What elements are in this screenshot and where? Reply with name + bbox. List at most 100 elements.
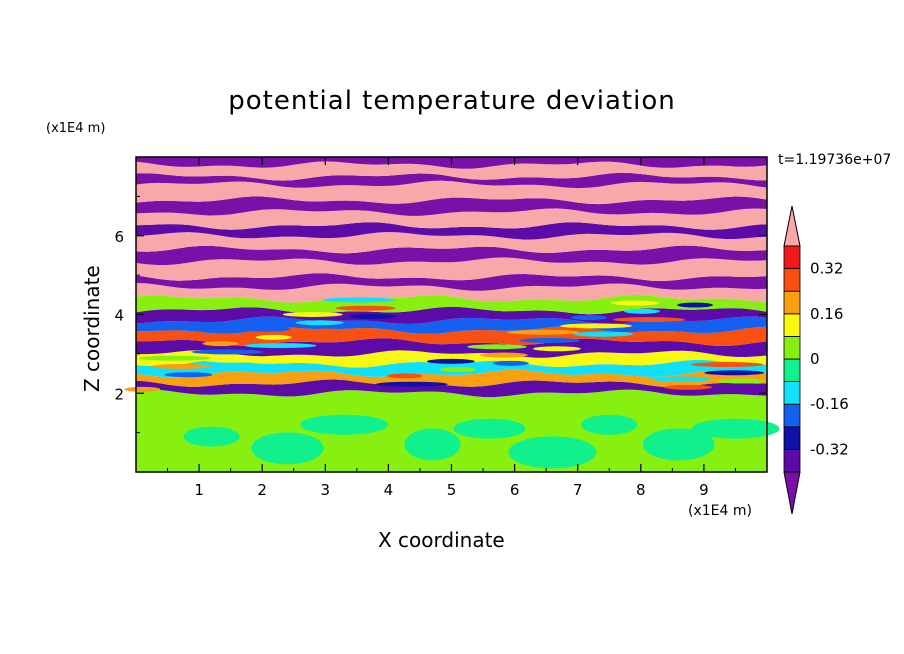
- colorbar-segment: [783, 403, 801, 428]
- contour-streak: [282, 312, 343, 317]
- contour-streak: [506, 329, 579, 335]
- contour-streak: [388, 299, 449, 305]
- contour-streak: [532, 346, 581, 352]
- contour-streak: [572, 331, 633, 337]
- colorbar-bottom-arrow: [783, 471, 801, 515]
- colorbar-segment: [783, 448, 801, 473]
- contour-streak: [295, 320, 344, 326]
- contour-band: [136, 379, 767, 398]
- contour-streak: [244, 343, 317, 349]
- contour-streak: [717, 378, 766, 384]
- contour-band: [136, 172, 767, 189]
- contour-patch: [453, 418, 526, 439]
- contour-patch: [300, 414, 389, 435]
- contour-streak: [691, 362, 764, 368]
- contour-band: [136, 273, 767, 291]
- contour-band: [136, 316, 767, 334]
- contour-streak: [202, 341, 239, 347]
- contour-band: [136, 208, 767, 230]
- contour-streak: [124, 386, 161, 392]
- contour-streak: [677, 302, 714, 308]
- y-tick-label: 4: [114, 307, 124, 325]
- colorbar-label: -0.32: [810, 440, 849, 458]
- contour-streak: [335, 305, 396, 311]
- contour-streak: [322, 297, 395, 303]
- x-tick-label: 2: [257, 481, 267, 499]
- contour-streak: [571, 315, 608, 321]
- contour-streak: [138, 355, 211, 361]
- x-tick-label: 9: [699, 481, 709, 499]
- colorbar-segment: [783, 358, 801, 383]
- colorbar-label: 0.32: [810, 260, 843, 278]
- contour-streak: [519, 337, 580, 343]
- contour-streak: [428, 375, 501, 381]
- contour-patch: [691, 418, 780, 439]
- contour-patch: [581, 414, 638, 435]
- contour-streak: [255, 334, 292, 340]
- x-tick-label: 5: [447, 481, 457, 499]
- colorbar-segment: [783, 268, 801, 292]
- contour-streak: [242, 326, 291, 332]
- contour-band: [136, 326, 767, 346]
- contour-band: [136, 257, 767, 281]
- contour-band: [136, 306, 767, 325]
- contour-patch: [404, 428, 461, 461]
- x-axis-ticks: 1 2 3 4 5 6 7 8 9: [167, 157, 736, 499]
- x-tick-label: 1: [194, 481, 204, 499]
- contour-band: [136, 283, 767, 303]
- y-axis-unit: (x1E4 m): [46, 121, 106, 136]
- contour-streak: [375, 381, 448, 387]
- colorbar-segment: [783, 381, 801, 405]
- colorbar-label: -0.16: [810, 395, 849, 413]
- contour-streak: [191, 349, 264, 355]
- contour-patch: [251, 432, 324, 465]
- contour-band: [136, 245, 767, 265]
- chart-title: potential temperature deviation: [228, 86, 676, 116]
- contour-band: [136, 161, 767, 181]
- x-tick-label: 6: [510, 481, 520, 499]
- y-tick-label: 2: [114, 385, 124, 403]
- contour-patch: [508, 436, 597, 469]
- colorbar-top-arrow: [783, 205, 801, 247]
- colorbar-segment: [783, 313, 801, 337]
- contour-band: [136, 196, 767, 216]
- contour-streak: [439, 367, 476, 373]
- contour-band: [136, 232, 767, 254]
- contour-bands: [136, 157, 767, 472]
- contour-streak: [151, 363, 212, 369]
- contour-streak: [611, 300, 660, 306]
- colorbar-label: 0.16: [810, 305, 843, 323]
- y-tick-label: 6: [114, 228, 124, 246]
- colorbar-segment: [783, 426, 801, 450]
- contour-streak: [164, 372, 213, 378]
- x-axis-unit: (x1E4 m): [688, 503, 752, 519]
- contour-streak: [704, 370, 765, 376]
- contour-streak: [664, 384, 713, 390]
- contour-band: [136, 350, 767, 368]
- contour-streak: [348, 313, 397, 319]
- contour-streak: [651, 376, 712, 382]
- contour-band: [136, 338, 767, 358]
- colorbar-segment: [783, 290, 801, 315]
- colorbar-segment: [783, 335, 801, 360]
- contour-streak: [466, 344, 527, 350]
- x-tick-label: 8: [636, 481, 646, 499]
- x-tick-label: 4: [384, 481, 394, 499]
- contour-band: [136, 295, 767, 315]
- colorbar-label: 0: [810, 350, 820, 368]
- colorbar-segment: [783, 245, 801, 270]
- contour-streak: [559, 323, 632, 329]
- contour-streak: [308, 328, 345, 334]
- contour-patch: [183, 426, 240, 447]
- contour-streak: [204, 357, 265, 363]
- contour-streak: [624, 308, 661, 314]
- x-axis-label: X coordinate: [378, 528, 505, 552]
- contour-band: [136, 180, 767, 205]
- colorbar: 0.32 0.16 0 -0.16 -0.32: [783, 205, 849, 515]
- contour-patch: [642, 428, 715, 461]
- time-label: t=1.19736e+07: [778, 152, 892, 168]
- contour-streak: [613, 317, 686, 323]
- contour-streak: [426, 358, 475, 364]
- contour-streak: [386, 373, 423, 379]
